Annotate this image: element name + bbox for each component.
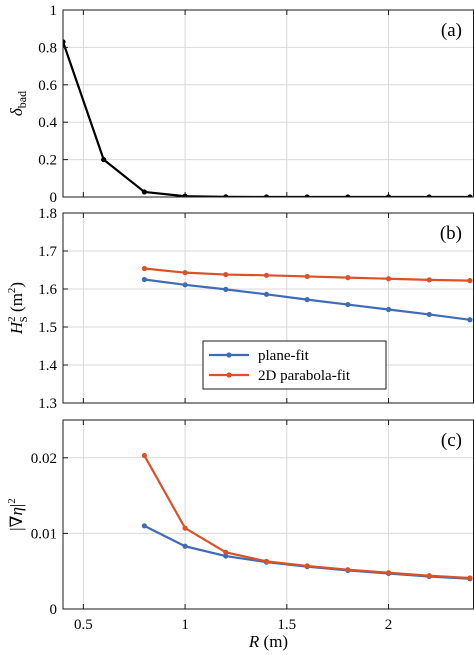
data-point [304,297,310,303]
y-tick-label: 0.01 [31,526,57,542]
data-point [63,39,66,45]
y-label-abs-open: |∇ [7,515,26,530]
y-label-symbol: δ [7,107,26,116]
data-point [141,523,147,529]
y-label-symbol: H [7,320,26,335]
x-label-symbol: R [248,632,260,651]
data-point [263,558,270,564]
data-point [304,273,310,280]
legend-marker [226,372,232,378]
y-axis-label: H2S (m2) [6,282,30,335]
y-tick-label: 0.6 [38,78,57,94]
data-point [182,525,188,531]
y-tick-label: 0 [50,602,58,618]
data-point [467,575,473,581]
data-point [426,573,432,579]
y-label-sup: 2 [6,316,18,322]
data-point [182,543,188,549]
panel-label: (a) [441,20,462,41]
data-point [467,278,473,284]
data-point [101,157,107,163]
data-point [426,311,432,318]
data-point [467,317,473,323]
data-point [223,271,229,278]
data-point [182,270,188,276]
data-point [426,194,432,197]
y-label-unit-close: ) [7,282,26,288]
data-point [182,282,188,288]
data-point [345,194,351,197]
panel-label: (b) [440,223,462,244]
data-point [223,194,229,197]
series-1 [63,39,473,197]
data-point [223,553,229,559]
y-label-symbol: η [7,507,26,515]
y-label-abs-close: | [7,504,26,507]
legend-box [202,340,387,390]
data-point [385,570,392,576]
data-point [304,194,310,197]
data-point [345,567,351,573]
y-tick-label: 0.02 [31,451,57,467]
panel-label: (c) [441,430,462,451]
data-point [141,452,147,459]
y-tick-label: 1 [50,3,58,19]
series-plane-fit [141,276,473,323]
y-tick-label: 1.6 [38,282,57,298]
y-tick-label: 0.8 [38,40,57,56]
panel-b: 1.31.41.51.61.71.8(b)H2S (m2)plane-fit2D… [6,206,474,412]
axes-frame [62,419,474,610]
data-point [141,189,147,195]
data-point [345,301,351,308]
data-point [263,291,270,297]
data-point [385,306,392,313]
data-point [304,563,310,569]
panel-a: 0 0.2 0.4 0.6 0.8 1 (a) δbad [7,3,474,206]
y-label-unit: (m [7,293,26,316]
x-tick-label: 0.5 [74,617,93,633]
y-axis-label: δbad [7,91,29,116]
data-point [141,276,147,283]
data-point [263,272,270,278]
panel-c: 0 0.01 0.02 (c) |∇η|2 [6,419,474,618]
legend-marker [226,352,232,358]
y-tick-label: 1.7 [38,244,57,260]
y-axis-label: |∇η|2 [6,498,26,531]
data-point [426,277,432,283]
legend: plane-fit 2D parabola-fit [202,340,387,390]
x-tick-label: 1.5 [277,617,296,633]
x-axis-label: R (m) [248,632,288,651]
series-line [63,41,470,197]
y-tick-label: 0.4 [38,115,57,131]
x-tick-label: 1 [181,617,189,633]
data-point [385,276,392,282]
x-label-unit: (m) [259,632,288,651]
y-tick-label: 1.8 [38,206,57,222]
data-point [467,194,473,197]
y-tick-label: 0.2 [38,153,57,169]
y-tick-label: 1.3 [38,396,57,412]
legend-label: 2D parabola-fit [258,368,351,384]
y-tick-label: 1.5 [38,320,57,336]
y-label-sub: S [18,316,30,322]
legend-label: plane-fit [258,348,310,364]
axes-frame [62,9,474,198]
series-2d-parabola-fit [141,265,473,284]
data-point [223,286,229,292]
y-tick-label: 0 [50,190,58,206]
data-point [345,275,351,281]
y-label-sup: 2 [6,498,18,504]
series-line [143,454,470,580]
data-point [223,549,229,555]
series-2 [141,452,473,581]
y-label-unit-sup: 2 [6,288,18,294]
data-point [263,194,270,197]
y-tick-label: 1.4 [38,358,57,374]
y-label-sub: bad [15,91,29,108]
x-tick-label: 2 [385,617,393,633]
data-point [141,265,147,272]
